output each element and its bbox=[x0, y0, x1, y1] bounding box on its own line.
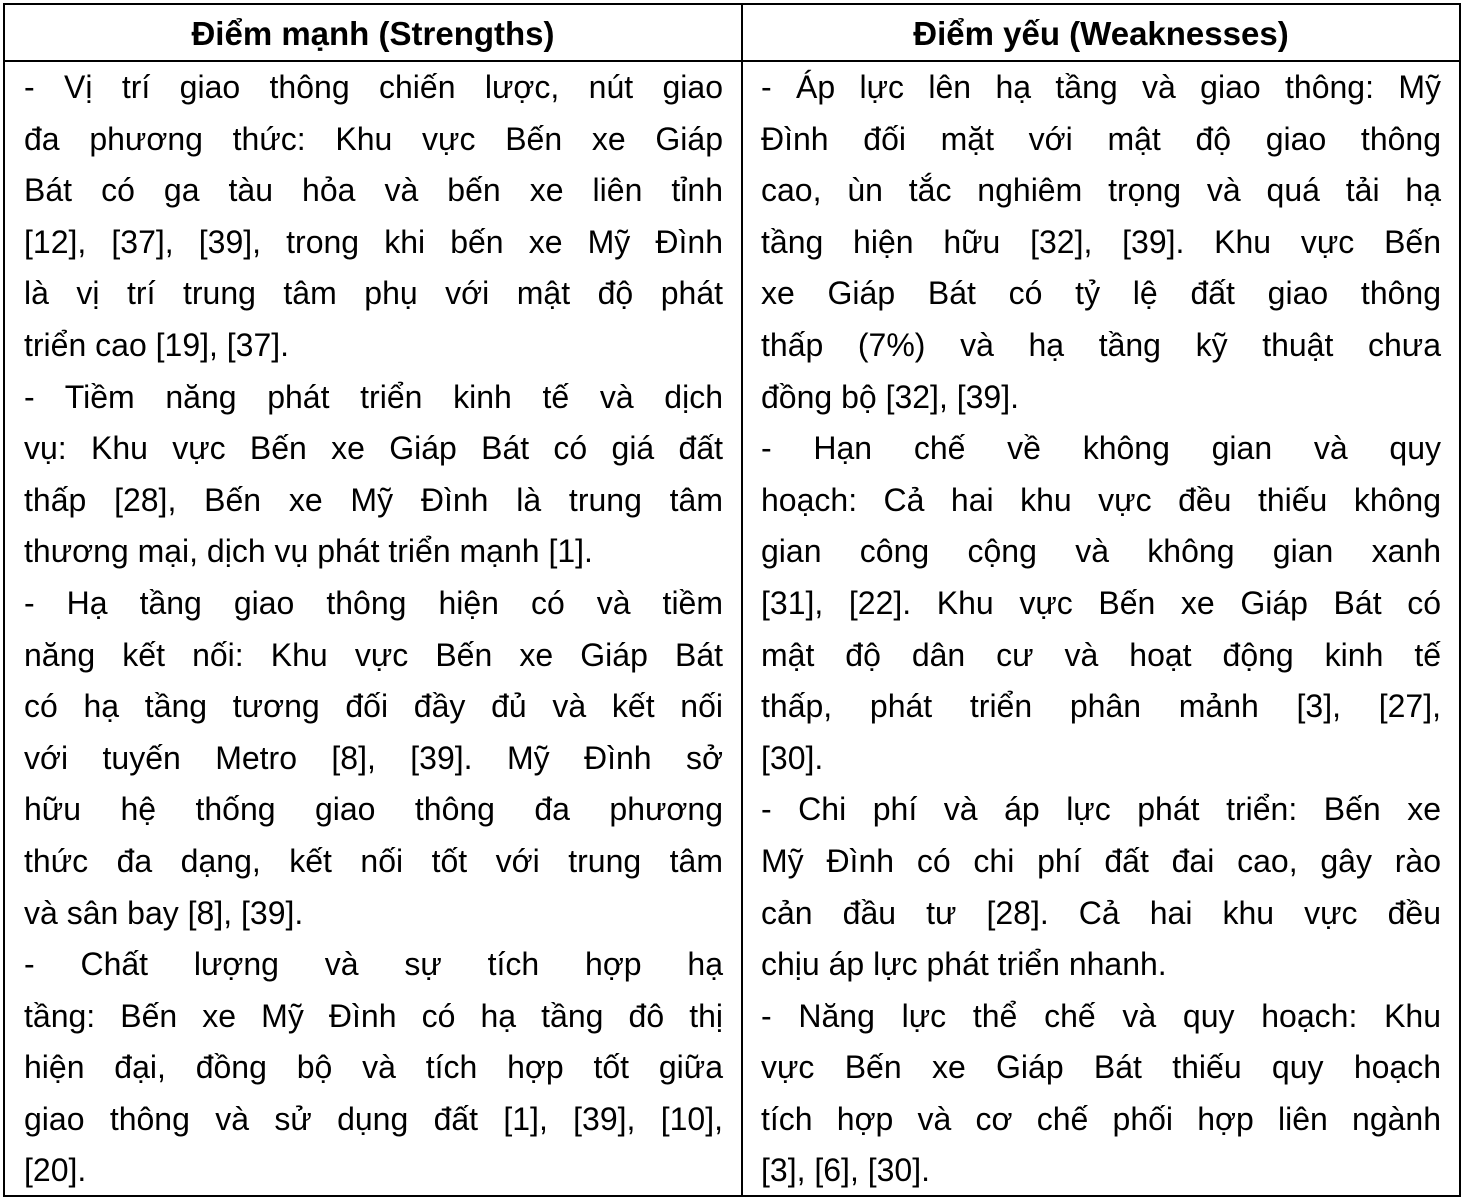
text-line: - Áp lực lên hạ tầng và giao thông: Mỹ bbox=[761, 69, 1441, 105]
column-divider bbox=[741, 5, 743, 1195]
text-line: [30]. bbox=[761, 739, 824, 776]
text-line: tầng: Bến xe Mỹ Đình có hạ tầng đô thị bbox=[24, 997, 723, 1034]
text-line: [20]. bbox=[24, 1152, 87, 1189]
text-line: tích hợp và cơ chế phối hợp liên ngành bbox=[761, 1100, 1441, 1137]
text-line: [12], [37], [39], trong khi bến xe Mỹ Đì… bbox=[24, 223, 723, 260]
text-line: Mỹ Đình có chi phí đất đai cao, gây rào bbox=[761, 842, 1441, 879]
text-line: vụ: Khu vực Bến xe Giáp Bát có giá đất bbox=[24, 430, 723, 467]
weaknesses-cell: - Áp lực lên hạ tầng và giao thông: Mỹ Đì… bbox=[761, 62, 1441, 1197]
text-line: cản đầu tư [28]. Cả hai khu vực đều bbox=[761, 894, 1441, 931]
text-line: Đình đối mặt với mật độ giao thông bbox=[761, 120, 1441, 157]
text-line: - Chất lượng và sự tích hợp hạ bbox=[24, 946, 723, 983]
text-line: gian công cộng và không gian xanh bbox=[761, 533, 1441, 570]
text-line: giao thông và sử dụng đất [1], [39], [10… bbox=[24, 1100, 723, 1137]
text-line: hiện đại, đồng bộ và tích hợp tốt giữa bbox=[24, 1049, 723, 1086]
text-line: thấp (7%) và hạ tầng kỹ thuật chưa bbox=[761, 326, 1441, 363]
text-line: mật độ dân cư và hoạt động kinh tế bbox=[761, 636, 1441, 673]
text-line: thức đa dạng, kết nối tốt với trung tâm bbox=[24, 842, 723, 879]
text-line: triển cao [19], [37]. bbox=[24, 326, 290, 363]
text-line: Bát có ga tàu hỏa và bến xe liên tỉnh bbox=[24, 172, 723, 209]
text-line: tầng hiện hữu [32], [39]. Khu vực Bến bbox=[761, 223, 1441, 260]
strength-paragraph: - Chất lượng và sự tích hợp hạ tầng: Bến … bbox=[24, 939, 723, 1197]
strength-paragraph: - Vị trí giao thông chiến lược, nút giao… bbox=[24, 62, 723, 372]
weakness-paragraph: - Chi phí và áp lực phát triển: Bến xe Mỹ… bbox=[761, 784, 1441, 990]
text-line: và sân bay [8], [39]. bbox=[24, 894, 304, 931]
text-line: - Năng lực thể chế và quy hoạch: Khu bbox=[761, 997, 1441, 1034]
text-line: thương mại, dịch vụ phát triển mạnh [1]. bbox=[24, 533, 593, 570]
strengths-cell: - Vị trí giao thông chiến lược, nút giao… bbox=[24, 62, 723, 1197]
strength-paragraph: - Hạ tầng giao thông hiện có và tiềm năng… bbox=[24, 578, 723, 939]
text-line: [3], [6], [30]. bbox=[761, 1152, 930, 1189]
text-line: là vị trí trung tâm phụ với mật độ phát bbox=[24, 275, 723, 312]
text-line: - Hạn chế về không gian và quy bbox=[761, 430, 1441, 467]
text-line: - Hạ tầng giao thông hiện có và tiềm bbox=[24, 584, 723, 621]
weakness-paragraph: - Áp lực lên hạ tầng và giao thông: Mỹ Đì… bbox=[761, 62, 1441, 423]
text-line: chịu áp lực phát triển nhanh. bbox=[761, 946, 1167, 983]
header-divider bbox=[5, 60, 1459, 62]
text-line: - Tiềm năng phát triển kinh tế và dịch bbox=[24, 378, 723, 415]
text-line: đa phương thức: Khu vực Bến xe Giáp bbox=[24, 120, 723, 157]
header-weaknesses: Điểm yếu (Weaknesses) bbox=[913, 15, 1289, 52]
weakness-paragraph: - Hạn chế về không gian và quy hoạch: Cả … bbox=[761, 423, 1441, 784]
text-line: năng kết nối: Khu vực Bến xe Giáp Bát bbox=[24, 636, 723, 673]
text-line: vực Bến xe Giáp Bát thiếu quy hoạch bbox=[761, 1049, 1441, 1086]
weakness-paragraph: - Năng lực thể chế và quy hoạch: Khu vực … bbox=[761, 991, 1441, 1197]
text-line: thấp, phát triển phân mảnh [3], [27], bbox=[761, 688, 1441, 725]
text-line: - Vị trí giao thông chiến lược, nút giao bbox=[24, 69, 723, 105]
text-line: xe Giáp Bát có tỷ lệ đất giao thông bbox=[761, 275, 1441, 312]
swot-table: Điểm mạnh (Strengths) Điểm yếu (Weakness… bbox=[3, 3, 1461, 1197]
text-line: thấp [28], Bến xe Mỹ Đình là trung tâm bbox=[24, 481, 723, 518]
text-line: - Chi phí và áp lực phát triển: Bến xe bbox=[761, 791, 1441, 828]
text-line: [31], [22]. Khu vực Bến xe Giáp Bát có bbox=[761, 584, 1441, 621]
text-line: hoạch: Cả hai khu vực đều thiếu không bbox=[761, 481, 1441, 518]
text-line: đồng bộ [32], [39]. bbox=[761, 378, 1019, 415]
header-strengths: Điểm mạnh (Strengths) bbox=[191, 15, 555, 52]
text-line: hữu hệ thống giao thông đa phương bbox=[24, 791, 723, 828]
text-line: với tuyến Metro [8], [39]. Mỹ Đình sở bbox=[24, 739, 723, 776]
text-line: cao, ùn tắc nghiêm trọng và quá tải hạ bbox=[761, 172, 1441, 209]
strength-paragraph: - Tiềm năng phát triển kinh tế và dịch vụ… bbox=[24, 372, 723, 578]
text-line: có hạ tầng tương đối đầy đủ và kết nối bbox=[24, 688, 723, 725]
